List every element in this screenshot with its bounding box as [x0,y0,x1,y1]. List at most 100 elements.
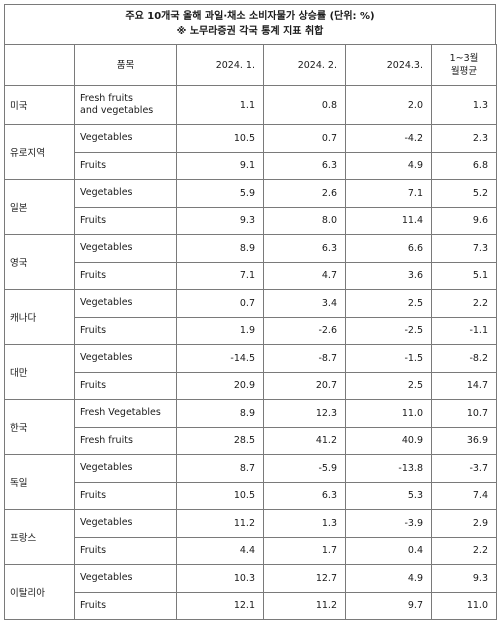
source-note: ※ 노무라증권 각국 통계 지표 취합 [176,26,324,37]
value-mar: -13.8 [345,454,432,483]
item-cell: Vegetables [74,234,177,263]
item-cell: Fruits [74,151,177,180]
value-jan: 9.3 [176,206,264,235]
value-mar: 7.1 [345,179,432,208]
value-feb: 2.6 [263,179,346,208]
value-avg: 2.2 [431,536,497,565]
item-cell: Fruits [74,591,177,620]
item-cell: Vegetables [74,289,177,318]
country-cell: 독일 [4,454,75,510]
table-row: 영국 Vegetables 8.9 6.3 6.6 7.3 [4,234,497,290]
value-feb: 20.7 [263,371,346,400]
value-mar: 9.7 [345,591,432,620]
country-cell: 유로지역 [4,124,75,180]
value-avg: 14.7 [431,371,497,400]
value-avg: 10.7 [431,399,497,428]
value-avg: 1.3 [431,85,497,125]
value-avg: 5.2 [431,179,497,208]
value-jan: 8.9 [176,234,264,263]
value-feb: 12.7 [263,564,346,593]
value-jan: 5.9 [176,179,264,208]
value-mar: 3.6 [345,261,432,290]
table-row: 미국 Fresh fruits and vegetables 1.1 0.8 2… [4,85,497,125]
item-cell: Fruits [74,261,177,290]
value-mar: 4.9 [345,564,432,593]
item-cell: Vegetables [74,564,177,593]
table-row: Fruits 9.1 6.3 4.9 6.8 [5,151,497,180]
value-avg: -3.7 [431,454,497,483]
value-avg: 9.6 [431,206,497,235]
item-cell: Vegetables [74,124,177,153]
value-jan: 8.9 [176,399,264,428]
value-mar: -1.5 [345,344,432,373]
value-avg: 2.3 [431,124,497,153]
table-row: 대만 Vegetables -14.5 -8.7 -1.5 -8.2 [4,344,497,400]
value-mar: -4.2 [345,124,432,153]
value-jan: 28.5 [176,426,264,455]
value-feb: 3.4 [263,289,346,318]
value-avg: 2.2 [431,289,497,318]
value-feb: 11.2 [263,591,346,620]
value-feb: -5.9 [263,454,346,483]
table-row: 이탈리아 Vegetables 10.3 12.7 4.9 9.3 [4,564,497,620]
value-avg: 5.1 [431,261,497,290]
value-jan: 9.1 [176,151,264,180]
header-feb: 2024. 2. [263,44,346,86]
value-feb: 12.3 [263,399,346,428]
value-feb: -2.6 [263,316,346,345]
table-row: Fruits 20.9 20.7 2.5 14.7 [5,371,497,400]
value-jan: -14.5 [176,344,264,373]
value-feb: 6.3 [263,151,346,180]
value-feb: 1.3 [263,509,346,538]
value-avg: 6.8 [431,151,497,180]
item-cell: Vegetables [74,509,177,538]
value-jan: 4.4 [176,536,264,565]
value-feb: 1.7 [263,536,346,565]
value-jan: 20.9 [176,371,264,400]
table-row: Fruits 4.4 1.7 0.4 2.2 [5,536,497,565]
country-cell: 영국 [4,234,75,290]
value-feb: 6.3 [263,481,346,510]
item-cell: Vegetables [74,454,177,483]
value-mar: -3.9 [345,509,432,538]
header-country [4,44,75,86]
value-jan: 10.3 [176,564,264,593]
value-avg: 11.0 [431,591,497,620]
table-row: 한국 Fresh Vegetables 8.9 12.3 11.0 10.7 [4,399,497,455]
value-feb: 4.7 [263,261,346,290]
cpi-table: 품목 2024. 1. 2024. 2. 2024.3. 1~3월 월평균 미국… [4,44,497,620]
value-feb: 0.7 [263,124,346,153]
value-mar: 2.0 [345,85,432,125]
value-avg: -8.2 [431,344,497,373]
value-feb: 41.2 [263,426,346,455]
item-cell: Fruits [74,371,177,400]
item-cell: Fresh Vegetables [74,399,177,428]
table-row: 독일 Vegetables 8.7 -5.9 -13.8 -3.7 [4,454,497,510]
value-feb: 8.0 [263,206,346,235]
value-mar: 40.9 [345,426,432,455]
value-jan: 7.1 [176,261,264,290]
title-box: 주요 10개국 올해 과일·채소 소비자물가 상승률 (단위: %) ※ 노무라… [4,4,496,44]
value-feb: -8.7 [263,344,346,373]
table-row: 유로지역 Vegetables 10.5 0.7 -4.2 2.3 [4,124,497,180]
header-row: 품목 2024. 1. 2024. 2. 2024.3. 1~3월 월평균 [4,44,497,86]
value-jan: 0.7 [176,289,264,318]
table-row: Fruits 1.9 -2.6 -2.5 -1.1 [5,316,497,345]
table-row: 프랑스 Vegetables 11.2 1.3 -3.9 2.9 [4,509,497,565]
value-feb: 6.3 [263,234,346,263]
value-mar: 11.4 [345,206,432,235]
country-cell: 캐나다 [4,289,75,345]
value-mar: 2.5 [345,371,432,400]
value-mar: 11.0 [345,399,432,428]
table-row: Fruits 10.5 6.3 5.3 7.4 [5,481,497,510]
value-mar: 6.6 [345,234,432,263]
item-cell: Fruits [74,316,177,345]
item-cell: Fruits [74,481,177,510]
value-jan: 11.2 [176,509,264,538]
country-cell: 미국 [4,85,75,125]
header-jan: 2024. 1. [176,44,264,86]
value-avg: 2.9 [431,509,497,538]
value-mar: 4.9 [345,151,432,180]
value-jan: 10.5 [176,481,264,510]
